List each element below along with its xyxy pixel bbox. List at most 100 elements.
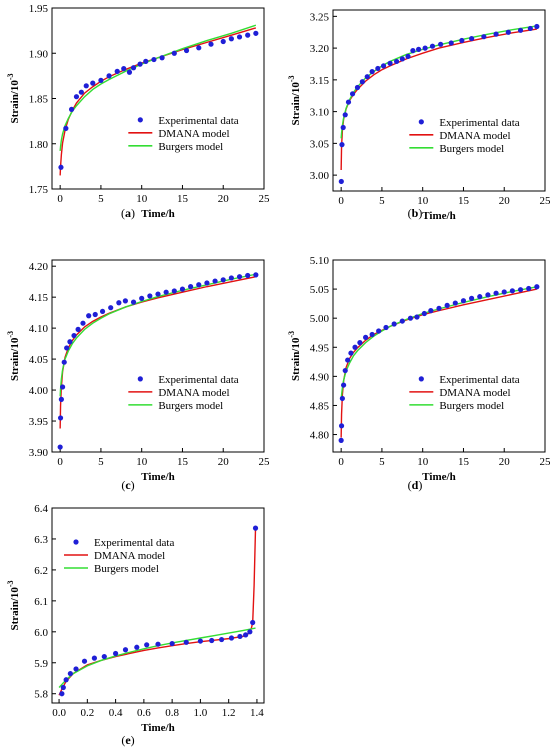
data-point: [469, 295, 475, 301]
data-point: [209, 637, 215, 644]
data-point: [444, 302, 450, 308]
plot-area: [338, 284, 540, 443]
panel-caption-letter: d: [412, 478, 419, 492]
data-point: [245, 272, 251, 279]
y-tick-label: 3.95: [29, 416, 49, 428]
data-point: [354, 84, 361, 91]
y-tick-label: 4.20: [29, 261, 49, 273]
y-axis-title-text: Strain/10: [290, 82, 302, 126]
data-point: [91, 655, 97, 661]
data-point: [422, 45, 428, 51]
y-tick-label: 5.00: [310, 313, 330, 325]
x-tick-label: 20: [499, 456, 511, 468]
y-axis-title-exponent: -3: [6, 580, 15, 587]
panel-caption-letter: a: [125, 206, 131, 220]
plot-area: [57, 272, 259, 450]
data-point: [345, 357, 351, 363]
data-point: [243, 632, 249, 638]
data-point: [126, 69, 133, 75]
data-point: [253, 30, 259, 36]
data-point: [391, 321, 397, 327]
data-point: [414, 314, 420, 320]
legend-label: Burgers model: [439, 143, 504, 155]
y-tick-label: 4.10: [29, 323, 49, 335]
data-point: [130, 65, 137, 71]
y-axis-title: Strain/10-3: [6, 580, 21, 630]
legend-label: DMANA model: [439, 387, 510, 399]
data-point: [399, 56, 405, 62]
data-point: [429, 43, 436, 49]
x-tick-label: 0: [338, 195, 344, 207]
data-point: [428, 308, 434, 314]
data-point: [369, 331, 375, 338]
data-point: [144, 642, 150, 648]
x-tick-label: 5: [379, 456, 385, 468]
x-tick-label: 0.8: [165, 707, 179, 719]
y-axis-title: Strain/10-3: [6, 73, 21, 123]
data-point: [394, 58, 400, 65]
data-point: [407, 315, 414, 321]
y-tick-label: 1.95: [29, 3, 49, 15]
data-point: [380, 63, 387, 69]
legend-label: DMANA model: [158, 387, 229, 399]
data-point: [171, 288, 177, 294]
data-point: [101, 653, 107, 660]
data-point: [469, 35, 475, 42]
data-point: [137, 61, 143, 67]
legend-label: Experimental data: [158, 115, 238, 127]
data-point: [340, 124, 346, 131]
legend-marker: [73, 539, 79, 545]
panel-caption: (d): [408, 478, 423, 492]
data-point: [342, 112, 348, 118]
x-axis-title: Time/h: [141, 208, 174, 220]
legend-label: Experimental data: [439, 374, 519, 386]
data-point: [188, 284, 194, 290]
panel-caption-letter: b: [412, 206, 419, 220]
data-point: [405, 53, 411, 59]
legend-marker: [137, 376, 143, 382]
data-point: [236, 34, 243, 40]
y-tick-label: 4.05: [29, 354, 49, 366]
x-tick-label: 25: [540, 456, 550, 468]
y-axis-title-text: Strain/10: [9, 587, 21, 631]
legend-label: Burgers model: [439, 400, 504, 412]
x-tick-label: 0: [57, 456, 63, 468]
data-point: [106, 73, 112, 79]
data-point: [58, 164, 64, 170]
x-tick-label: 10: [417, 195, 429, 207]
data-point: [505, 29, 511, 35]
legend-label: Burgers model: [158, 400, 223, 412]
y-tick-label: 1.85: [29, 94, 49, 106]
y-tick-label: 3.90: [29, 447, 49, 459]
x-tick-label: 25: [259, 193, 271, 205]
y-axis-title: Strain/10-3: [287, 75, 302, 125]
x-axis-title: Time/h: [422, 210, 455, 222]
y-tick-label: 6.1: [34, 596, 48, 608]
y-tick-label: 6.4: [34, 503, 48, 515]
data-point: [73, 94, 80, 100]
y-axis-title-exponent: -3: [6, 331, 15, 338]
data-point: [399, 318, 405, 324]
data-point: [383, 324, 389, 331]
data-point: [357, 340, 363, 346]
data-point: [86, 313, 92, 319]
panel-caption-letter: c: [125, 478, 131, 492]
data-point: [122, 647, 129, 653]
data-point: [375, 65, 381, 72]
data-point: [63, 125, 69, 131]
y-tick-label: 3.20: [310, 43, 330, 55]
data-point: [247, 629, 253, 635]
chart-panel-b: 0 5 10 15 20 25 3.00 3.05 3.10 3.15 3.20 3.25 Time/h…: [287, 9, 550, 222]
data-point: [155, 291, 161, 297]
x-tick-label: 1.2: [222, 707, 236, 719]
data-point: [196, 45, 202, 51]
data-point: [228, 36, 234, 42]
data-point: [364, 74, 370, 80]
x-tick-label: 0.6: [137, 707, 151, 719]
data-point: [81, 658, 88, 664]
data-point: [61, 359, 67, 365]
y-tick-label: 5.8: [34, 689, 48, 701]
legend-marker: [418, 376, 424, 382]
data-point: [237, 633, 243, 640]
y-tick-label: 4.15: [29, 292, 49, 304]
